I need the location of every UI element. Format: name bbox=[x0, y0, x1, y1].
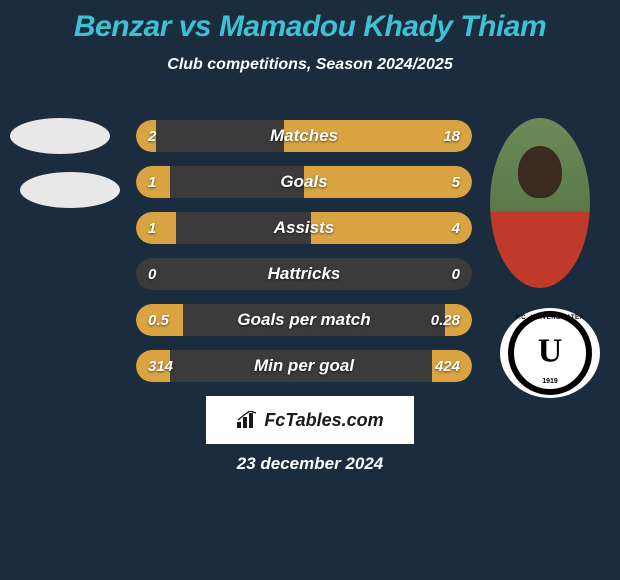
source-text: FcTables.com bbox=[264, 410, 383, 431]
player1-club-placeholder bbox=[20, 172, 120, 208]
stat-row: 14Assists bbox=[136, 212, 472, 244]
footer-date: 23 december 2024 bbox=[0, 454, 620, 474]
stat-row: 314424Min per goal bbox=[136, 350, 472, 382]
stat-label: Assists bbox=[136, 212, 472, 244]
title-vs: vs bbox=[171, 10, 219, 43]
title-player2: Mamadou Khady Thiam bbox=[219, 10, 546, 43]
subtitle: Club competitions, Season 2024/2025 bbox=[0, 56, 620, 74]
club-badge: F.C. UNIVERSITATEA 1919 bbox=[508, 311, 592, 395]
player2-avatar bbox=[490, 118, 590, 288]
stats-area: 218Matches 15Goals 14Assists 00Hattricks 0.5… bbox=[136, 120, 472, 396]
source-badge: FcTables.com bbox=[206, 396, 414, 444]
club-badge-top-text: F.C. UNIVERSITATEA bbox=[514, 315, 586, 321]
stat-label: Hattricks bbox=[136, 258, 472, 290]
stat-label: Min per goal bbox=[136, 350, 472, 382]
player1-avatar-placeholder-1 bbox=[10, 118, 110, 154]
stat-row: 15Goals bbox=[136, 166, 472, 198]
stat-label: Matches bbox=[136, 120, 472, 152]
stat-label: Goals per match bbox=[136, 304, 472, 336]
title-player1: Benzar bbox=[74, 10, 171, 43]
page-title: Benzar vs Mamadou Khady Thiam bbox=[0, 0, 620, 44]
club-badge-year: 1919 bbox=[514, 378, 586, 385]
stat-row: 218Matches bbox=[136, 120, 472, 152]
stat-row: 00Hattricks bbox=[136, 258, 472, 290]
stat-label: Goals bbox=[136, 166, 472, 198]
player2-club-badge-wrap: F.C. UNIVERSITATEA 1919 bbox=[500, 308, 600, 398]
stats-icon bbox=[236, 411, 258, 429]
stat-row: 0.50.28Goals per match bbox=[136, 304, 472, 336]
